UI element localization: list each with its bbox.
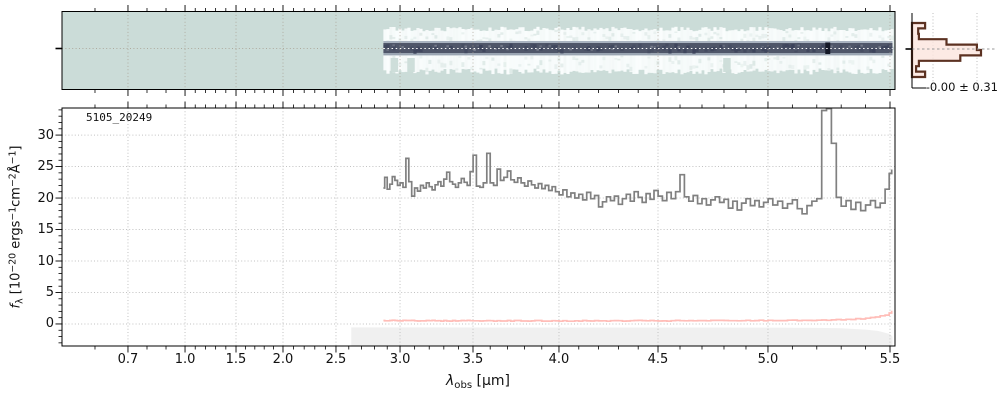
x-tick-label: 3.0 <box>389 352 411 367</box>
x-tick-label: 2.0 <box>272 352 294 367</box>
noise-histogram-stats-label: -0.00 ± 0.31 <box>925 80 998 94</box>
y-tick-label: 0 <box>45 316 54 332</box>
ylabel-part: −20 <box>7 252 19 273</box>
ylabel-part: f <box>8 303 24 309</box>
y-tick-label: 10 <box>37 253 54 269</box>
flux-line <box>383 107 893 215</box>
x-tick-label: 2.5 <box>325 352 347 367</box>
2d-gap <box>390 58 399 72</box>
2d-emission-line-spot <box>825 42 831 54</box>
spec2d-panel <box>61 11 896 90</box>
spec2d-ticks <box>55 5 891 96</box>
ylabel-part: −1 <box>7 206 19 221</box>
y-tick-label: 30 <box>37 127 54 143</box>
x-tick-label: 5.0 <box>757 352 779 367</box>
ylabel-part: −2 <box>7 173 19 188</box>
y-tick-label: 25 <box>37 159 54 175</box>
error-line <box>383 310 893 323</box>
2d-gap <box>723 58 731 72</box>
xlabel-part: [μm] <box>472 373 511 389</box>
source-id-label: 5105_20249 <box>86 111 153 124</box>
y-tick-label: 5 <box>45 284 54 300</box>
ylabel-part: −1 <box>7 150 19 165</box>
y-tick-label: 15 <box>37 222 54 238</box>
x-tick-label: 1.5 <box>225 352 247 367</box>
x-tick-label: 1.0 <box>174 352 196 367</box>
xlabel-part: λ <box>445 373 455 389</box>
x-tick-label: 0.7 <box>117 352 139 367</box>
x-tick-label: 3.5 <box>462 352 484 367</box>
spec2d-trace-band <box>383 26 894 75</box>
noise-histogram-steps <box>910 21 983 79</box>
negative-error-shade <box>351 327 893 346</box>
noise-histogram-panel <box>905 13 997 89</box>
spec1d-ticks <box>55 101 891 353</box>
spec1d-panel <box>61 107 896 347</box>
y-tick-label: 20 <box>37 190 54 206</box>
2d-gap <box>407 58 415 72</box>
xlabel-part: obs <box>454 379 473 391</box>
x-axis-label: λobs [μm] <box>445 373 511 391</box>
x-tick-label: 5.5 <box>879 352 901 367</box>
x-tick-label: 4.5 <box>647 352 669 367</box>
x-tick-label: 4.0 <box>548 352 570 367</box>
